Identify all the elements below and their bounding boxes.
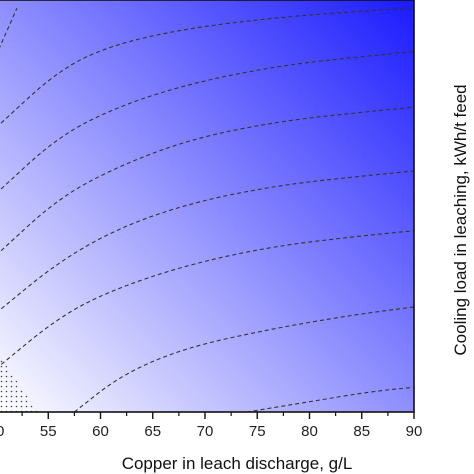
x-tick-label: 65 [144, 423, 161, 440]
x-tick-label: 80 [301, 423, 318, 440]
x-tick-label: 55 [40, 423, 57, 440]
x-tick-label: 90 [406, 423, 423, 440]
contour-line-4 [0, 106, 415, 253]
x-tick-label: 50 [0, 423, 4, 440]
contour-line-6 [0, 230, 415, 367]
contour-line-3 [0, 50, 415, 191]
x-tick-label: 75 [249, 423, 266, 440]
x-axis-ticks: 50 55 60 65 70 75 80 85 90 [0, 412, 422, 440]
x-axis-label: Copper in leach discharge, g/L [122, 454, 353, 473]
x-tick-label: 60 [92, 423, 109, 440]
y-axis-label: Cooling load in leaching, kWh/t feed [451, 84, 470, 355]
x-tick-label: 70 [197, 423, 214, 440]
infeasible-region [0, 356, 38, 412]
contour-line-5 [0, 170, 415, 311]
contour-line-7 [74, 306, 415, 413]
contour-lines [0, 7, 415, 413]
contour-line-8 [246, 386, 415, 413]
plot-area [0, 0, 415, 413]
contour-line-2 [0, 7, 415, 125]
color-field [0, 0, 414, 412]
x-tick-label: 85 [353, 423, 370, 440]
